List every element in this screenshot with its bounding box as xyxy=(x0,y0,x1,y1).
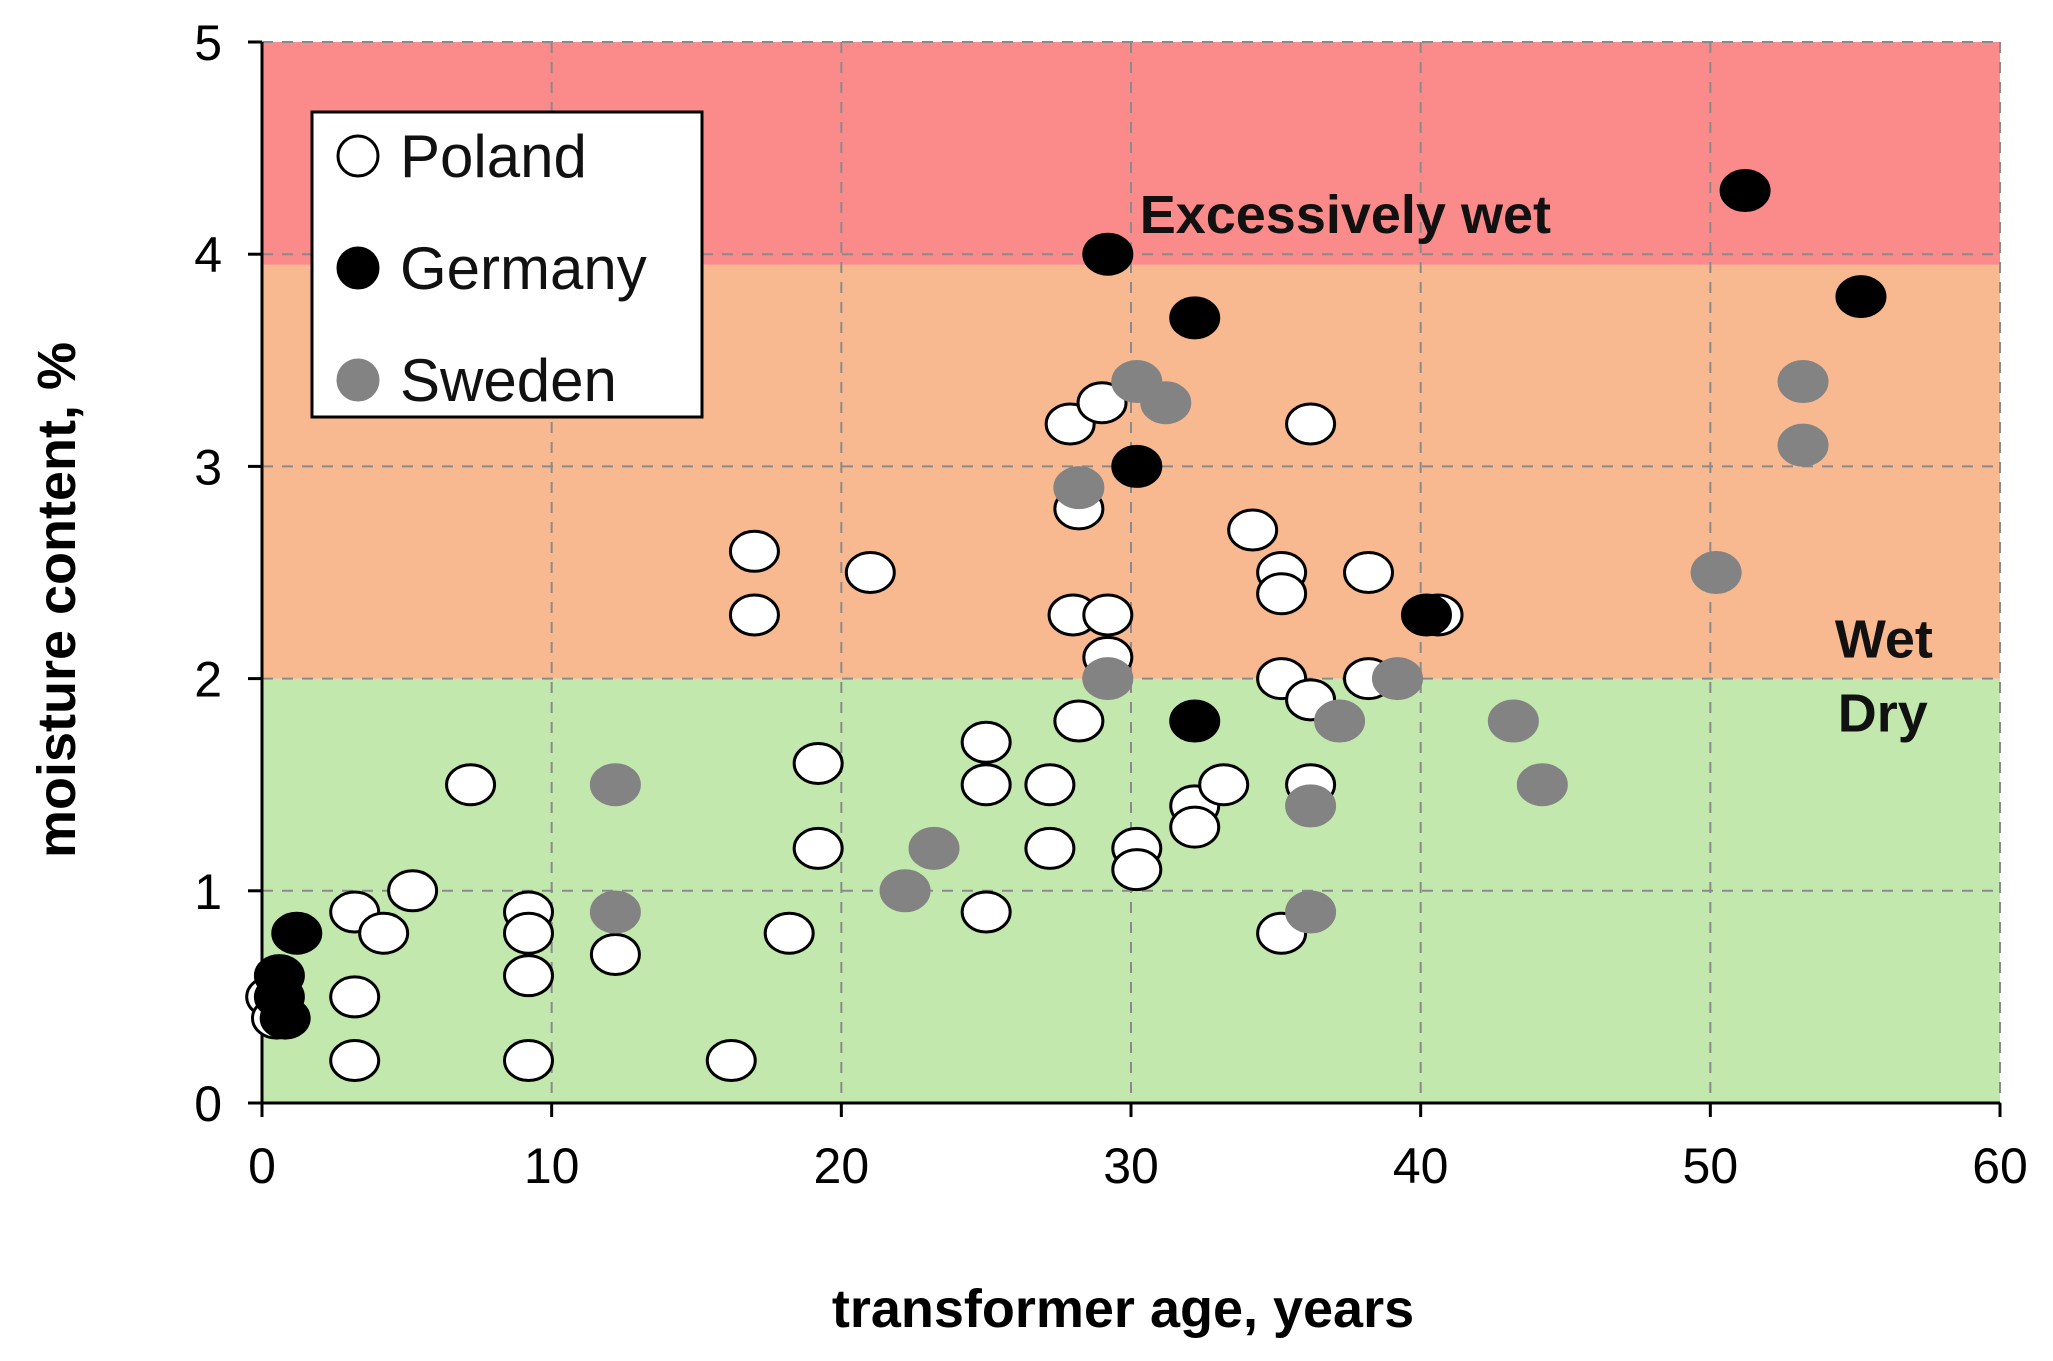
legend: Poland Germany Sweden xyxy=(310,110,704,419)
point-poland-29 xyxy=(1076,381,1128,425)
point-poland-16 xyxy=(763,911,815,955)
point-poland-11 xyxy=(502,1039,554,1083)
legend-marker-germany xyxy=(336,246,380,290)
point-poland-42 xyxy=(1285,402,1337,446)
point-sweden-15 xyxy=(1777,360,1829,404)
point-sweden-2 xyxy=(879,869,931,913)
point-poland-18 xyxy=(792,826,844,870)
point-poland-37 xyxy=(1227,508,1279,552)
point-germany-3 xyxy=(271,911,323,955)
point-germany-10 xyxy=(1835,275,1887,319)
point-germany-2 xyxy=(259,996,311,1040)
point-poland-14 xyxy=(728,529,780,573)
legend-label-sweden: Sweden xyxy=(400,347,617,414)
point-poland-39 xyxy=(1256,572,1308,616)
point-poland-24 xyxy=(1024,826,1076,870)
y-tick-label-2: 2 xyxy=(194,652,222,708)
legend-marker-sweden xyxy=(336,358,380,402)
point-poland-9 xyxy=(502,911,554,955)
point-poland-30 xyxy=(1082,593,1134,637)
point-poland-5 xyxy=(358,911,410,955)
point-germany-9 xyxy=(1719,169,1771,213)
point-poland-12 xyxy=(589,932,641,976)
point-poland-23 xyxy=(1024,763,1076,807)
x-tick-label-2: 20 xyxy=(814,1138,870,1194)
y-tick-label-1: 1 xyxy=(194,864,222,920)
point-sweden-3 xyxy=(908,826,960,870)
point-poland-7 xyxy=(445,763,497,807)
y-tick-label-4: 4 xyxy=(194,227,222,283)
legend-label-germany: Germany xyxy=(400,235,647,302)
point-sweden-10 xyxy=(1314,699,1366,743)
y-tick-label-5: 5 xyxy=(194,15,222,71)
point-poland-19 xyxy=(844,551,896,594)
x-tick-label-6: 60 xyxy=(1972,1138,2028,1194)
series-sweden xyxy=(589,360,1829,934)
point-sweden-4 xyxy=(1053,466,1105,510)
point-poland-3 xyxy=(329,975,381,1019)
point-germany-5 xyxy=(1111,444,1163,488)
point-poland-28 xyxy=(1053,699,1105,743)
point-germany-8 xyxy=(1400,593,1452,637)
x-tick-label-3: 30 xyxy=(1103,1138,1159,1194)
point-sweden-1 xyxy=(589,890,641,934)
point-poland-4 xyxy=(329,1039,381,1083)
point-sweden-16 xyxy=(1777,423,1829,467)
point-sweden-13 xyxy=(1516,763,1568,807)
point-sweden-7 xyxy=(1140,381,1192,425)
zone-annotations: Excessively wet Wet Dry xyxy=(1140,185,1933,744)
legend-label-poland: Poland xyxy=(400,123,587,190)
point-germany-6 xyxy=(1169,296,1221,340)
point-poland-36 xyxy=(1198,763,1250,807)
point-germany-7 xyxy=(1169,699,1221,743)
point-poland-21 xyxy=(960,763,1012,807)
x-tick-label-4: 40 xyxy=(1393,1138,1449,1194)
x-tick-labels: 0 10 20 30 40 50 60 xyxy=(248,1138,2028,1194)
point-poland-13 xyxy=(705,1039,757,1083)
point-sweden-8 xyxy=(1285,784,1337,828)
point-sweden-0 xyxy=(589,763,641,807)
series-germany xyxy=(253,169,1887,1040)
point-poland-17 xyxy=(792,741,844,785)
y-tick-label-3: 3 xyxy=(194,439,222,495)
point-poland-15 xyxy=(728,593,780,637)
point-sweden-14 xyxy=(1690,551,1742,594)
point-poland-22 xyxy=(960,890,1012,934)
series-poland xyxy=(245,381,1464,1083)
point-sweden-9 xyxy=(1285,890,1337,934)
annotation-wet: Wet xyxy=(1835,609,1933,669)
point-poland-33 xyxy=(1111,848,1163,892)
x-tick-label-5: 50 xyxy=(1683,1138,1739,1194)
data-points xyxy=(245,169,1887,1083)
y-axis-title: moisture content, % xyxy=(27,342,87,858)
y-tick-label-0: 0 xyxy=(194,1076,222,1132)
point-sweden-11 xyxy=(1371,657,1423,701)
point-poland-10 xyxy=(502,954,554,998)
point-poland-35 xyxy=(1169,805,1221,849)
point-germany-4 xyxy=(1082,232,1134,276)
y-tick-labels: 0 1 2 3 4 5 xyxy=(194,15,222,1132)
point-sweden-12 xyxy=(1487,699,1539,743)
annotation-excessively-wet: Excessively wet xyxy=(1140,185,1551,245)
point-poland-20 xyxy=(960,720,1012,764)
point-poland-6 xyxy=(387,869,439,913)
x-tick-label-1: 10 xyxy=(524,1138,580,1194)
annotation-dry: Dry xyxy=(1838,684,1928,744)
x-tick-label-0: 0 xyxy=(248,1138,276,1194)
point-poland-45 xyxy=(1343,551,1395,594)
legend-marker-poland xyxy=(336,134,380,178)
point-sweden-5 xyxy=(1082,657,1134,701)
x-axis-title: transformer age, years xyxy=(832,1279,1414,1339)
axes xyxy=(248,40,2002,1117)
